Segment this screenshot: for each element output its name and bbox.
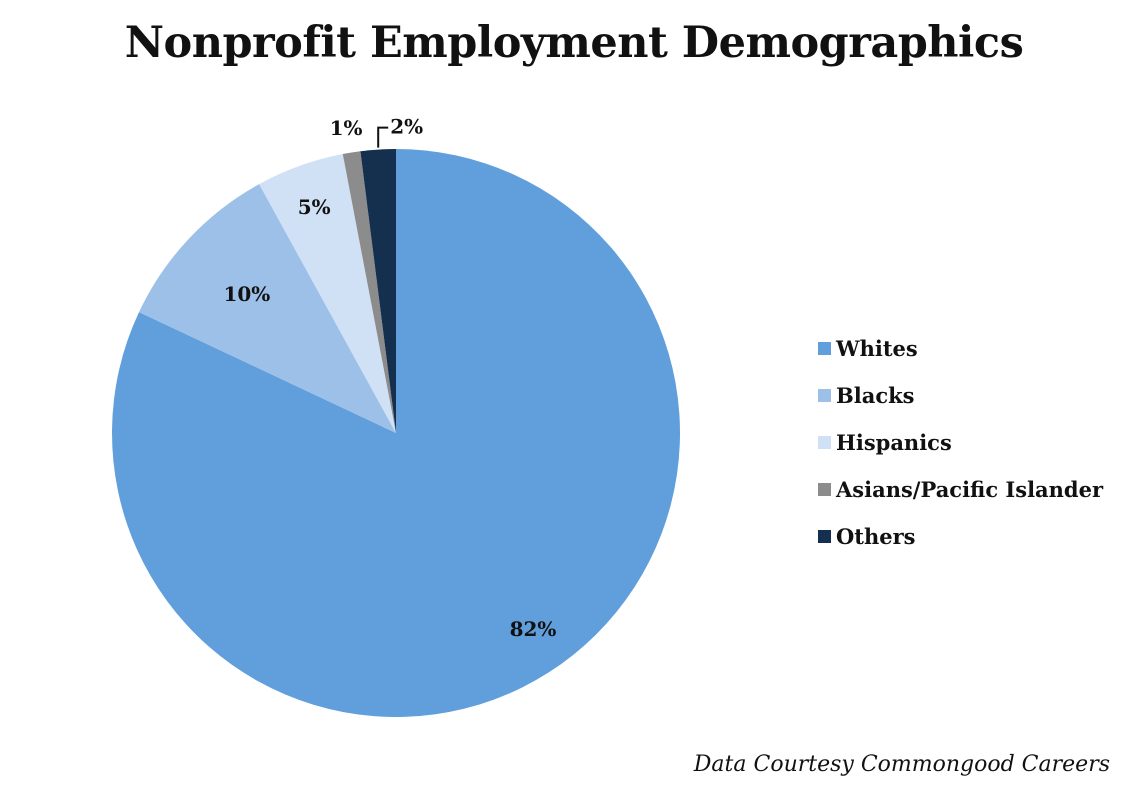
pie-slices: [112, 149, 681, 718]
data-label-blacks: 10%: [223, 282, 270, 306]
legend-label-whites: Whites: [836, 336, 918, 361]
pie-slice-asians-pacific-islander: [342, 151, 396, 434]
pie-data-labels: 82% 10% 5% 1% 2%: [223, 115, 556, 641]
legend-item-whites: Whites: [818, 325, 1103, 372]
chart-title: Nonprofit Employment Demographics: [124, 18, 1024, 68]
legend-item-others: Others: [818, 513, 1103, 560]
pie-slice-whites: [112, 149, 681, 718]
data-label-others: 2%: [390, 115, 423, 139]
pie-slice-blacks: [139, 184, 396, 433]
legend-item-asians-pacific-islander: Asians/Pacific Islander: [818, 466, 1103, 513]
callout-line-others: [377, 126, 389, 148]
data-label-hispanics: 5%: [298, 195, 331, 219]
data-source-credit: Data Courtesy Commongood Careers: [693, 752, 1110, 777]
legend-label-hispanics: Hispanics: [836, 430, 952, 455]
legend-swatch-whites: [818, 342, 831, 355]
pie-slice-others: [360, 149, 396, 433]
data-label-asians-pacific-islander: 1%: [330, 116, 363, 140]
data-label-whites: 82%: [510, 617, 557, 641]
legend-swatch-asians-pacific-islander: [818, 483, 831, 496]
legend-label-blacks: Blacks: [836, 383, 915, 408]
legend-label-others: Others: [836, 524, 916, 549]
legend-swatch-blacks: [818, 389, 831, 402]
legend: Whites Blacks Hispanics Asians/Pacific Isla…: [818, 325, 1103, 560]
pie-slice-hispanics: [259, 154, 396, 433]
legend-swatch-hispanics: [818, 436, 831, 449]
legend-item-hispanics: Hispanics: [818, 419, 1103, 466]
legend-swatch-others: [818, 530, 831, 543]
legend-label-asians-pacific-islander: Asians/Pacific Islander: [836, 477, 1104, 502]
legend-item-blacks: Blacks: [818, 372, 1103, 419]
